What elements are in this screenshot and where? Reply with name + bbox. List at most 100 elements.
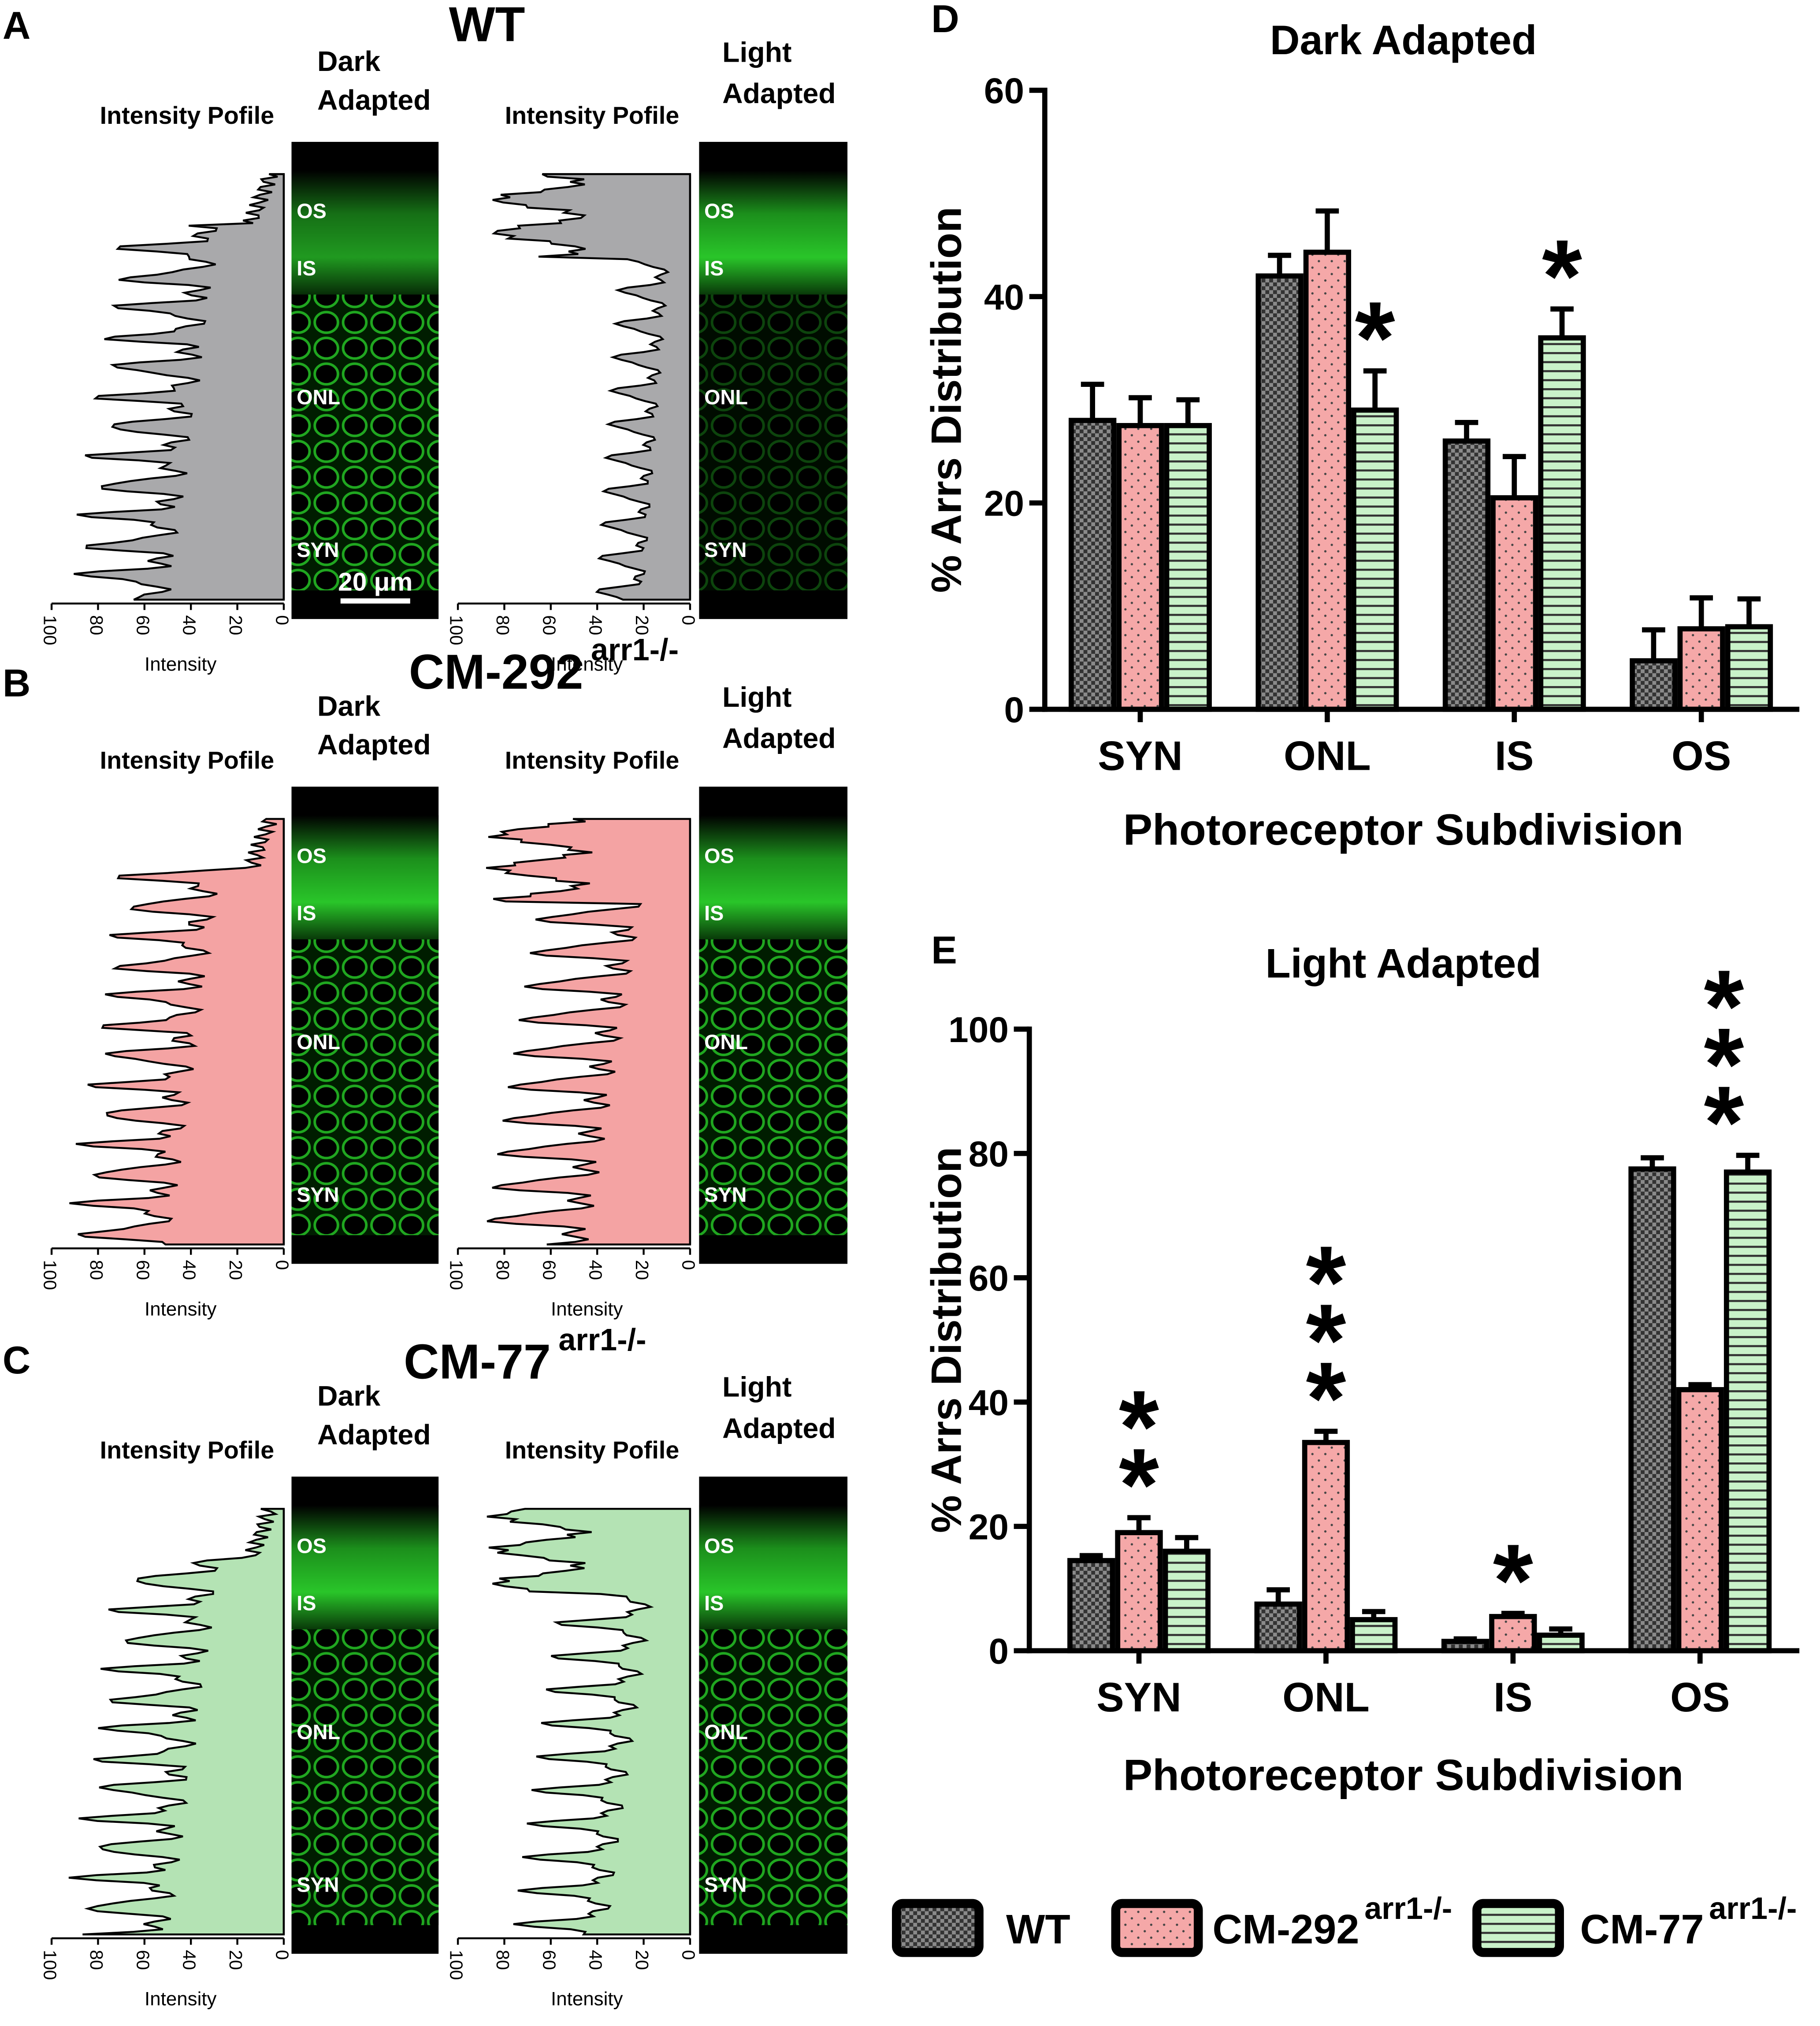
condition-heading: Dark bbox=[317, 45, 380, 77]
layer-label: ONL bbox=[297, 1721, 340, 1744]
layer-label: OS bbox=[297, 1534, 327, 1557]
layer-label: OS bbox=[704, 1534, 734, 1557]
profile-title: Intensity Pofile bbox=[100, 1436, 275, 1464]
profile-title: Intensity Pofile bbox=[505, 1436, 680, 1464]
profile-x-label: Intensity bbox=[145, 1988, 217, 2010]
micrograph-cells bbox=[699, 1629, 848, 1926]
bar bbox=[1490, 495, 1538, 712]
y-tick-label: 60 bbox=[969, 1258, 1009, 1299]
layer-label: SYN bbox=[704, 538, 747, 561]
layer-label: IS bbox=[704, 1592, 724, 1614]
profile-tick-label: 100 bbox=[446, 1950, 467, 1980]
chart-title: Dark Adapted bbox=[1270, 17, 1537, 63]
y-tick-label: 20 bbox=[984, 484, 1024, 524]
profile-tick-label: 60 bbox=[539, 1260, 559, 1280]
layer-label: ONL bbox=[297, 386, 340, 409]
profile-tick-label: 60 bbox=[539, 615, 559, 635]
profile-x-label: Intensity bbox=[551, 1988, 623, 2010]
significance-star: * bbox=[1306, 1225, 1346, 1340]
panel-title: CM-292 bbox=[409, 644, 583, 699]
panel-letter: E bbox=[931, 928, 957, 972]
bar bbox=[1115, 1530, 1163, 1654]
condition-heading: Light bbox=[722, 681, 791, 713]
y-tick-label: 60 bbox=[984, 71, 1024, 111]
profile-tick-label: 60 bbox=[539, 1950, 559, 1970]
significance-star: * bbox=[1306, 1340, 1346, 1456]
layer-label: SYN bbox=[704, 1183, 747, 1206]
significance-star: * bbox=[1119, 1369, 1159, 1484]
profile-x-label: Intensity bbox=[145, 1298, 217, 1320]
condition-heading: Adapted bbox=[722, 78, 836, 109]
bar bbox=[1350, 1617, 1398, 1654]
panel-letter: C bbox=[3, 1339, 30, 1382]
bar bbox=[1303, 249, 1352, 712]
micrograph-cells bbox=[291, 294, 439, 590]
bar bbox=[1163, 1548, 1211, 1654]
y-tick-label: 40 bbox=[969, 1383, 1009, 1423]
y-tick-label: 80 bbox=[969, 1134, 1009, 1174]
condition-heading: Light bbox=[722, 36, 791, 68]
bar bbox=[1676, 1387, 1724, 1654]
bar bbox=[1537, 1633, 1585, 1654]
layer-label: ONL bbox=[704, 1721, 748, 1744]
x-tick-label: IS bbox=[1495, 732, 1534, 779]
profile-tick-label: 80 bbox=[493, 615, 513, 635]
panel-title-superscript: arr1-/- bbox=[591, 632, 679, 667]
legend-label-superscript: arr1-/- bbox=[1709, 1891, 1797, 1926]
x-tick-label: OS bbox=[1670, 1674, 1730, 1720]
significance-marker: * * * bbox=[1704, 948, 1744, 1180]
significance-marker: * bbox=[1493, 1523, 1533, 1638]
profile-tick-label: 0 bbox=[678, 615, 698, 625]
profile-tick-label: 0 bbox=[272, 1950, 292, 1960]
profile-tick-label: 80 bbox=[86, 615, 107, 635]
significance-star: * bbox=[1704, 948, 1744, 1064]
legend-swatch bbox=[1111, 1899, 1203, 1957]
profile-tick-label: 60 bbox=[133, 1950, 153, 1970]
layer-label: SYN bbox=[297, 1873, 339, 1896]
profile-tick-label: 0 bbox=[272, 1260, 292, 1270]
profile-tick-label: 80 bbox=[493, 1260, 513, 1280]
layer-label: OS bbox=[297, 845, 327, 868]
profile-tick-label: 80 bbox=[86, 1260, 107, 1280]
layer-label: SYN bbox=[297, 538, 339, 561]
profile-tick-label: 40 bbox=[586, 1950, 606, 1970]
intensity-profile bbox=[74, 173, 285, 601]
intensity-profile bbox=[69, 818, 285, 1246]
bar bbox=[1677, 626, 1725, 712]
profile-tick-label: 40 bbox=[179, 1260, 200, 1280]
intensity-profile bbox=[68, 1508, 285, 1936]
y-tick-label: 0 bbox=[988, 1632, 1009, 1672]
legend-label-superscript: arr1-/- bbox=[1364, 1891, 1452, 1926]
panel-letter: A bbox=[3, 4, 30, 47]
intensity-profile bbox=[486, 818, 691, 1246]
condition-heading: Adapted bbox=[317, 84, 431, 116]
y-tick-label: 40 bbox=[984, 277, 1024, 317]
micrograph-os-band bbox=[291, 1505, 439, 1629]
profile-title: Intensity Pofile bbox=[505, 102, 680, 129]
bar bbox=[1067, 1558, 1115, 1654]
profile-x-label: Intensity bbox=[145, 653, 217, 675]
micrograph-os-band bbox=[291, 170, 439, 295]
profile-x-label: Intensity bbox=[551, 653, 623, 675]
x-axis-label: Photoreceptor Subdivision bbox=[1123, 1751, 1684, 1800]
layer-label: IS bbox=[297, 257, 316, 280]
y-axis-label: % Arrs Distribution bbox=[923, 207, 970, 593]
x-tick-label: SYN bbox=[1098, 732, 1183, 779]
condition-heading: Adapted bbox=[722, 723, 836, 754]
significance-marker: * * bbox=[1119, 1369, 1159, 1543]
layer-label: IS bbox=[297, 902, 316, 925]
profile-tick-label: 80 bbox=[86, 1950, 107, 1970]
panel-title: WT bbox=[449, 0, 525, 52]
condition-heading: Dark bbox=[317, 690, 380, 722]
micrograph-os-band bbox=[699, 170, 848, 295]
x-tick-label: SYN bbox=[1096, 1674, 1181, 1720]
layer-label: SYN bbox=[297, 1183, 339, 1206]
bar bbox=[1630, 658, 1678, 712]
x-tick-label: ONL bbox=[1282, 1674, 1370, 1720]
layer-label: OS bbox=[297, 200, 327, 223]
profile-tick-label: 20 bbox=[632, 615, 652, 635]
bar bbox=[1723, 1169, 1772, 1654]
bar bbox=[1351, 407, 1399, 712]
